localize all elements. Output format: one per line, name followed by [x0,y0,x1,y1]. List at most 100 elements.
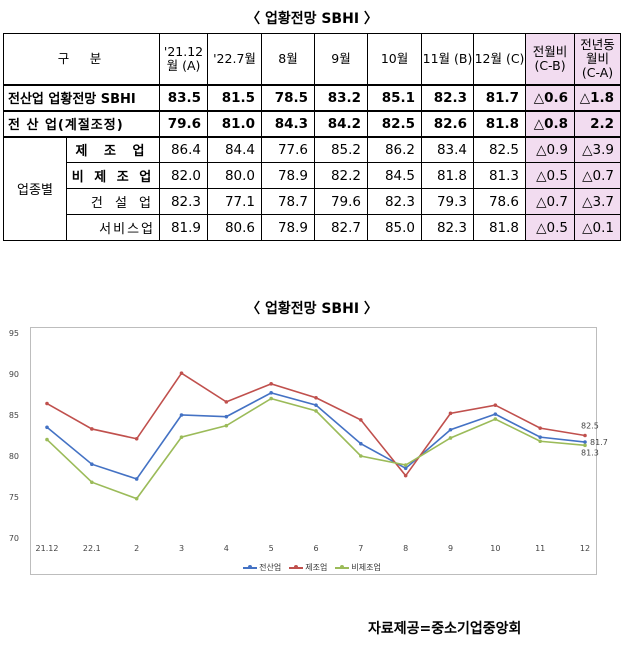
series-point [583,443,587,448]
x-tick-label: 12 [580,544,590,553]
series-point [359,418,363,422]
cell: 82.6 [421,109,475,137]
legend-item: 전산업 [243,562,281,573]
sbhi-table: 구 분 '21.12 월 (A) '22.7월 8월 9월 10월 11월 (B… [2,33,622,241]
cell: 84.5 [367,162,423,189]
series-point [134,436,139,441]
series-point [90,427,94,431]
cell: 83.5 [159,83,209,111]
series-point [538,439,542,444]
cell: 80.6 [207,214,263,241]
series-line [46,397,586,500]
y-tick-label: 95 [9,329,19,338]
cell: 85.0 [367,214,423,241]
series-point [224,400,229,404]
x-tick-label: 9 [448,544,453,553]
cell: 78.9 [261,214,316,241]
cell: 85.1 [367,83,423,111]
legend-label: 제조업 [305,563,328,572]
y-tick-label: 80 [9,452,19,461]
series-point [314,403,318,407]
series-point [179,413,184,417]
cell: 82.5 [473,135,527,163]
series-point [134,477,139,481]
cell: △3.7 [574,188,622,215]
line-chart: 70 75 80 85 90 95 21.12 22.1 2 3 4 5 6 7 8 9 10 11 12 82.5 8… [9,329,608,553]
row-label: 비 제 조 업 [65,162,161,189]
table-header-row: 구 분 '21.12 월 (A) '22.7월 8월 9월 10월 11월 (B… [2,33,622,85]
table-row: 비 제 조 업 82.0 80.0 78.9 82.2 84.5 81.8 81… [4,162,622,189]
series-point [403,463,408,467]
cell: 77.1 [207,188,263,215]
legend-item: 제조업 [289,562,327,573]
x-tick-label: 2 [134,544,139,553]
x-tick-label: 6 [313,544,318,553]
series-point [269,391,273,395]
cell: 78.7 [261,188,316,215]
header-col: '21.12 월 (A) [159,33,209,85]
x-tick-label: 3 [179,544,184,553]
x-tick-label: 4 [224,544,229,553]
series-point [179,371,184,375]
series-point [134,496,139,501]
table-row: 전산업 업황전망 SBHI 83.5 81.5 78.5 83.2 85.1 8… [2,83,622,111]
series-point [359,441,363,446]
series-point [45,437,49,442]
series-point [269,396,273,401]
cell: △0.5 [525,162,576,189]
cell: △0.8 [525,109,576,137]
header-col: 전월비 (C-B) [525,33,576,85]
row-label: 전 산 업(계절조정) [2,109,161,137]
cell: 82.3 [421,214,475,241]
legend-label: 전산업 [259,563,282,572]
series-point [359,454,363,458]
group-label: 업종별 [3,135,67,241]
cell: 84.4 [207,135,263,163]
cell: △0.1 [574,214,622,241]
cell: 82.3 [367,188,423,215]
series-point [583,433,587,438]
y-tick-label: 90 [9,370,19,379]
source-note: 자료제공=중소기업중앙회 [368,621,522,637]
cell: △0.7 [525,188,576,215]
series-point [448,427,453,432]
series-point [179,435,184,439]
x-tick-label: 21.12 [36,544,59,553]
cell: 81.8 [473,214,527,241]
x-tick-label: 5 [269,544,274,553]
series-point [45,401,49,406]
chart-legend: 전산업 제조업 비제조업 [0,562,624,573]
series-point [448,436,453,440]
cell: 78.9 [261,162,316,189]
table-row: 건 설 업 82.3 77.1 78.7 79.6 82.3 79.3 78.6… [4,188,622,215]
header-col: '22.7월 [207,33,263,85]
x-tick-label: 10 [490,544,500,553]
cell: 85.2 [314,135,369,163]
series-line [46,372,586,478]
cell: 83.4 [421,135,475,163]
series-point [45,425,49,430]
x-tick-label: 11 [535,544,545,553]
series-point [583,440,587,444]
cell: 84.3 [261,109,316,137]
series-point [224,423,229,428]
cell: 82.7 [314,214,369,241]
cell: 81.7 [473,83,527,111]
cell: 82.0 [159,162,209,189]
row-label: 전산업 업황전망 SBHI [2,83,161,111]
cell: △0.5 [525,214,576,241]
series-point [90,480,94,485]
legend-label: 비제조업 [351,563,381,572]
cell: 81.3 [473,162,527,189]
cell: 77.6 [261,135,316,163]
series-point [493,412,498,416]
cell: 83.2 [314,83,369,111]
series-point [314,395,318,400]
table-title: 〈 업황전망 SBHI 〉 [246,11,378,27]
cell: 81.8 [421,162,475,189]
data-label: 81.7 [590,438,608,447]
series-point [269,382,273,386]
series-point [493,403,498,407]
legend-swatch [243,564,258,569]
cell: 86.4 [159,135,209,163]
